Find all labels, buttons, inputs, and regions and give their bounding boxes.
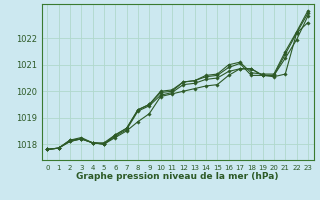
X-axis label: Graphe pression niveau de la mer (hPa): Graphe pression niveau de la mer (hPa) [76,172,279,181]
